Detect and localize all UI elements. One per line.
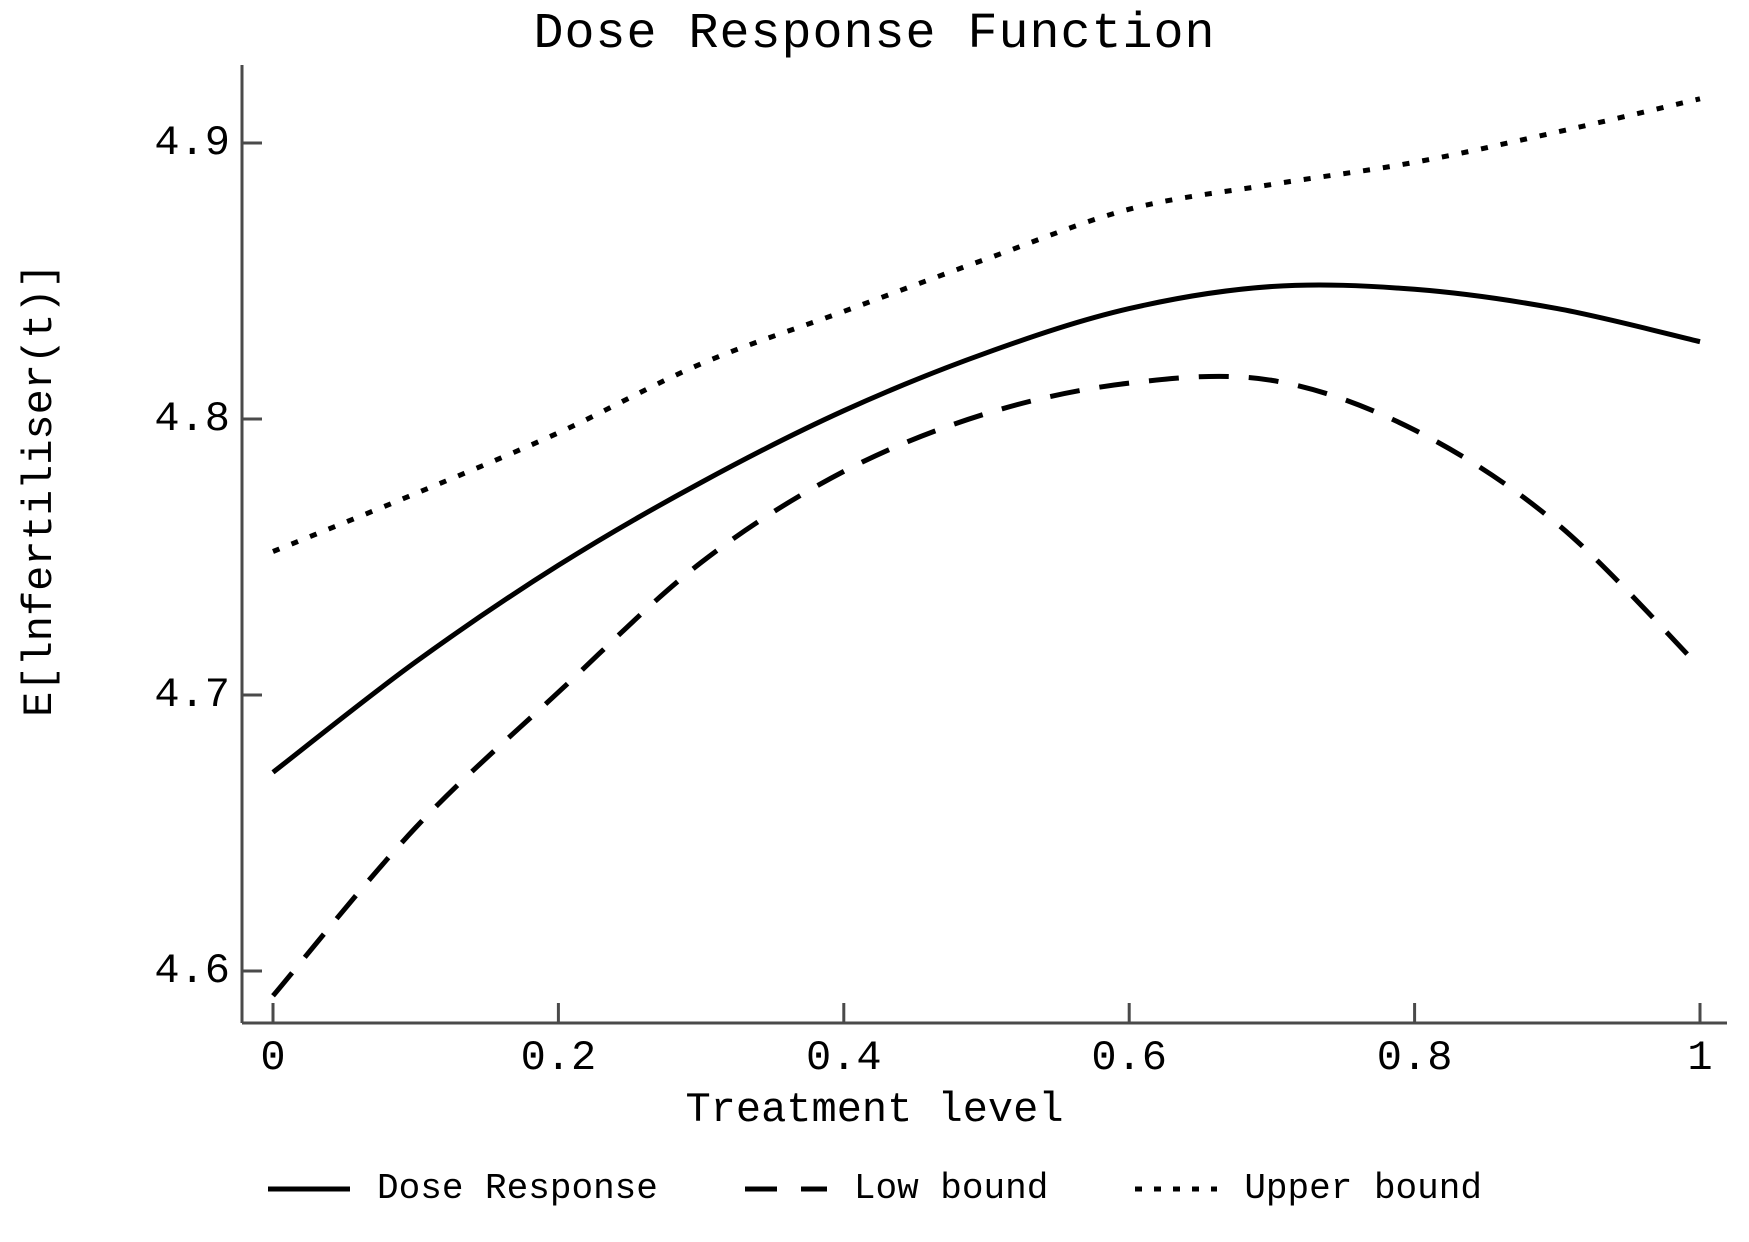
x-tick-label: 0.4 <box>805 1034 882 1082</box>
legend-item-upper-bound: Upper bound <box>1134 1168 1482 1209</box>
x-tick-label: 1 <box>1687 1034 1713 1082</box>
legend-label-dose-response: Dose Response <box>377 1168 658 1209</box>
x-tick-label: 0 <box>260 1034 286 1082</box>
x-tick-label: 0.6 <box>1091 1034 1167 1082</box>
x-tick-label: 0.2 <box>520 1034 597 1082</box>
y-tick-label: 4.8 <box>154 395 230 443</box>
legend-label-low-bound: Low bound <box>853 1168 1049 1209</box>
legend-item-low-bound: Low bound <box>744 1168 1048 1209</box>
dose-response-curve <box>271 282 1701 775</box>
chart-title: Dose Response Function <box>533 6 1216 63</box>
upper-bound-curve <box>272 96 1701 554</box>
y-tick-label: 4.7 <box>154 671 230 719</box>
legend-swatch-solid-line <box>268 1186 351 1191</box>
legend-swatch-dashed-line <box>744 1186 827 1191</box>
legend-label-upper-bound: Upper bound <box>1244 1168 1482 1209</box>
y-tick-label: 4.9 <box>154 119 230 167</box>
y-tick-label: 4.6 <box>154 947 230 995</box>
x-axis-label: Treatment level <box>685 1086 1064 1134</box>
low-bound-curve <box>271 373 1702 998</box>
legend-swatch-dotted-line <box>1135 1186 1218 1191</box>
legend-item-dose-response: Dose Response <box>267 1168 658 1209</box>
legend: Dose Response Low bound Upper bound <box>0 1168 1749 1209</box>
x-tick-label: 0.8 <box>1376 1034 1453 1082</box>
